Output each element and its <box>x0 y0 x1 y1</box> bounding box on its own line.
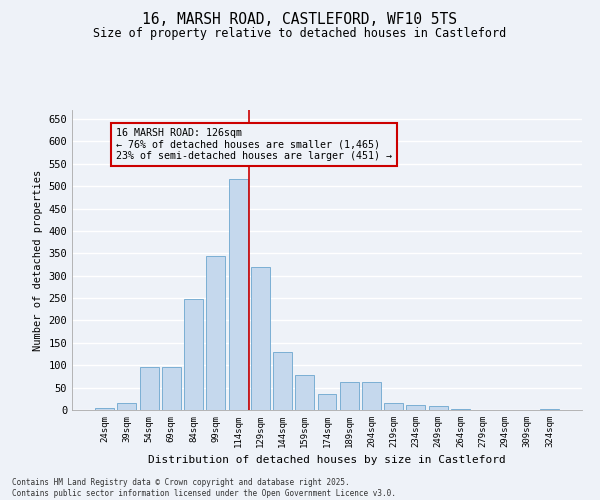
Bar <box>384 404 403 410</box>
Bar <box>429 406 448 410</box>
Text: Contains HM Land Registry data © Crown copyright and database right 2025.
Contai: Contains HM Land Registry data © Crown c… <box>12 478 396 498</box>
Bar <box>118 404 136 410</box>
Bar <box>406 404 425 410</box>
X-axis label: Distribution of detached houses by size in Castleford: Distribution of detached houses by size … <box>148 456 506 466</box>
Bar <box>340 382 359 410</box>
Bar <box>451 409 470 410</box>
Text: Size of property relative to detached houses in Castleford: Size of property relative to detached ho… <box>94 28 506 40</box>
Bar <box>251 266 270 410</box>
Bar <box>295 375 314 410</box>
Y-axis label: Number of detached properties: Number of detached properties <box>33 170 43 350</box>
Bar <box>206 256 225 410</box>
Bar <box>229 180 248 410</box>
Bar <box>362 382 381 410</box>
Bar <box>95 408 114 410</box>
Bar <box>317 394 337 410</box>
Bar <box>162 366 181 410</box>
Bar <box>184 299 203 410</box>
Bar <box>140 366 158 410</box>
Bar <box>540 409 559 410</box>
Bar <box>273 352 292 410</box>
Text: 16, MARSH ROAD, CASTLEFORD, WF10 5TS: 16, MARSH ROAD, CASTLEFORD, WF10 5TS <box>143 12 458 28</box>
Text: 16 MARSH ROAD: 126sqm
← 76% of detached houses are smaller (1,465)
23% of semi-d: 16 MARSH ROAD: 126sqm ← 76% of detached … <box>116 128 392 161</box>
